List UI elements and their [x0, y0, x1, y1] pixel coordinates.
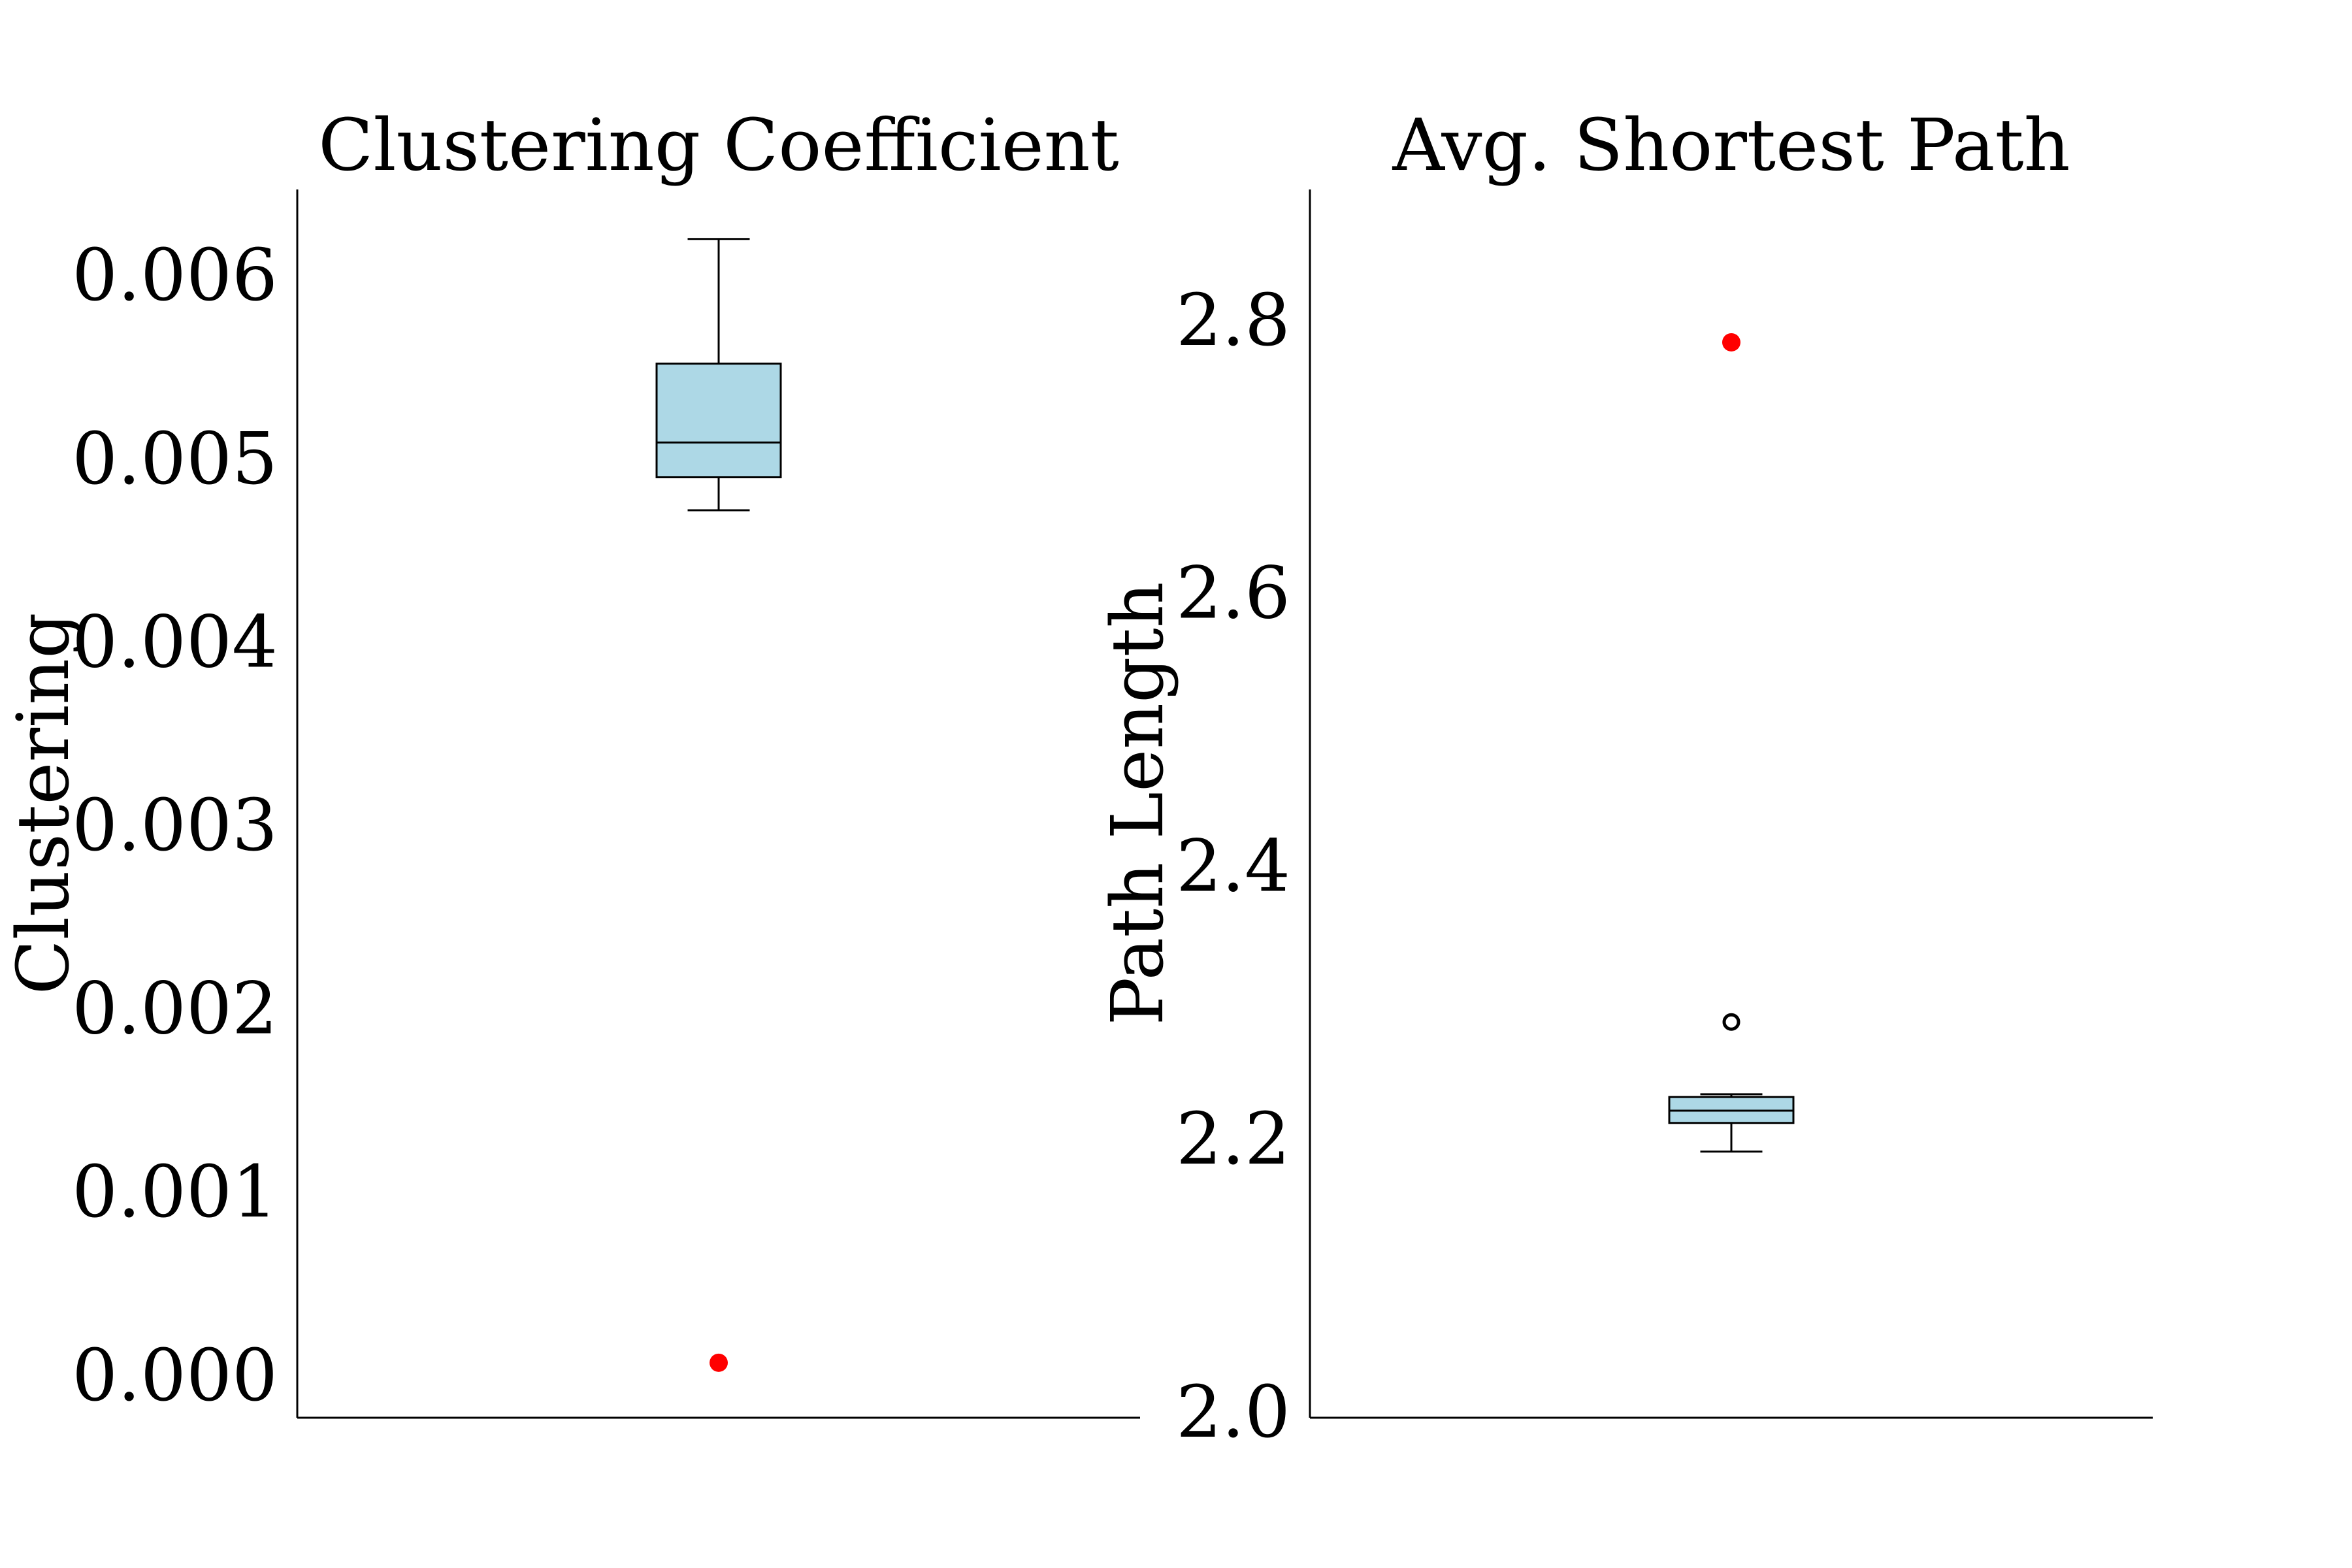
- iqr-box: [655, 363, 782, 479]
- y-tick-label: 2.4: [1176, 824, 1290, 907]
- y-tick-label: 0.006: [72, 233, 278, 317]
- y-tick-label: 0.000: [72, 1333, 278, 1417]
- y-tick-label: 0.002: [72, 967, 278, 1051]
- y-axis-label: Path Length: [1096, 581, 1179, 1025]
- y-tick-labels: 0.000 0.001 0.002 0.003 0.004 0.005 0.006: [72, 233, 278, 1417]
- y-tick-label: 0.003: [72, 783, 278, 867]
- clustering-coefficient-panel: Clustering Coefficient Clustering 0.0000…: [1, 103, 1140, 1419]
- y-tick-label: 2.6: [1176, 551, 1290, 635]
- y-tick-label: 0.005: [72, 417, 278, 500]
- y-axis-label: Clustering: [1, 613, 85, 995]
- y-tick-label: 2.0: [1176, 1370, 1290, 1454]
- highlight-point: [710, 1353, 728, 1372]
- avg-shortest-path-panel: Avg. Shortest Path Path Length 2.0 2.2 2.4…: [1096, 103, 2153, 1454]
- y-tick-labels: 2.0 2.2 2.4 2.6 2.8: [1176, 278, 1290, 1454]
- boxplot: [1668, 333, 1795, 1153]
- panel-title: Avg. Shortest Path: [1392, 103, 2070, 187]
- flier-point: [1722, 1013, 1740, 1031]
- y-tick-label: 0.004: [72, 600, 278, 683]
- y-tick-label: 2.8: [1176, 278, 1290, 362]
- highlight-point: [1722, 333, 1740, 351]
- y-tick-label: 2.2: [1176, 1097, 1290, 1181]
- y-tick-label: 0.001: [72, 1150, 278, 1233]
- panel-title: Clustering Coefficient: [318, 103, 1119, 187]
- boxplot: [655, 238, 782, 1372]
